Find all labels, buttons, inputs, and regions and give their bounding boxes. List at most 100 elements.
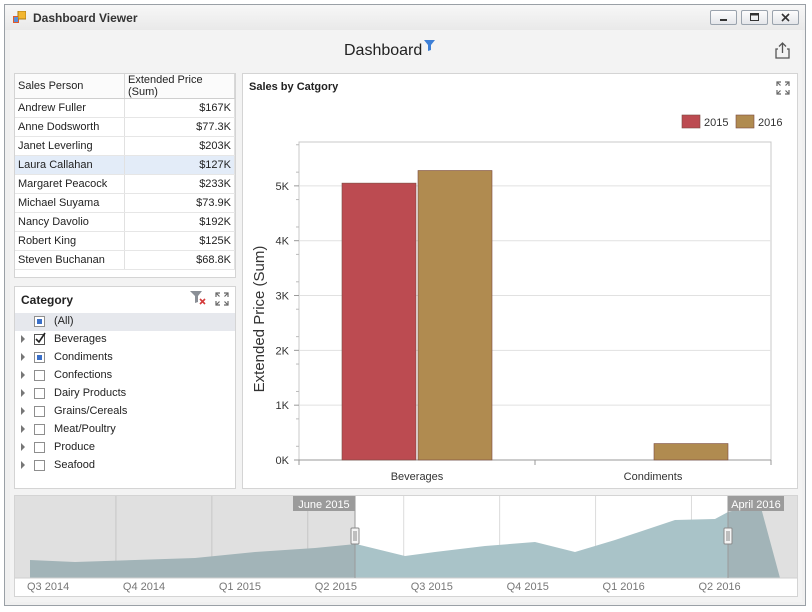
legend-label: 2016 bbox=[758, 117, 782, 129]
cell-sales-person: Michael Suyama bbox=[15, 193, 125, 213]
category-checkbox[interactable] bbox=[34, 406, 45, 417]
category-checkbox[interactable] bbox=[34, 370, 45, 381]
category-label: (All) bbox=[54, 315, 74, 327]
expand-arrow-icon[interactable] bbox=[21, 335, 25, 343]
expand-arrow-icon[interactable] bbox=[21, 389, 25, 397]
expand-arrow-icon[interactable] bbox=[21, 443, 25, 451]
category-item[interactable]: Produce bbox=[15, 439, 235, 457]
category-item[interactable]: Grains/Cereals bbox=[15, 403, 235, 421]
category-checkbox[interactable] bbox=[34, 424, 45, 435]
date-range-filter[interactable]: Q3 2014 Q4 2014 Q1 2015 Q2 2015 Q3 2015 Q4 20… bbox=[15, 496, 797, 596]
quarter-label: Q1 2016 bbox=[603, 581, 645, 593]
category-item[interactable]: Dairy Products bbox=[15, 385, 235, 403]
category-label: Produce bbox=[54, 441, 95, 453]
table-row[interactable]: Nancy Davolio $192K bbox=[15, 212, 235, 232]
x-tick-label: Beverages bbox=[391, 471, 444, 483]
category-item[interactable]: Beverages bbox=[15, 331, 235, 349]
category-item[interactable]: (All) bbox=[15, 313, 235, 331]
export-icon[interactable] bbox=[774, 42, 792, 65]
category-label: Meat/Poultry bbox=[54, 423, 116, 435]
quarter-label: Q1 2015 bbox=[219, 581, 261, 593]
cell-sales-person: Andrew Fuller bbox=[15, 98, 125, 118]
bar-2015-beverages[interactable] bbox=[341, 182, 417, 461]
column-header-sales-person[interactable]: Sales Person bbox=[15, 74, 125, 99]
minimize-icon bbox=[720, 19, 727, 21]
category-checkbox[interactable] bbox=[34, 442, 45, 453]
maximize-icon bbox=[750, 13, 759, 21]
sales-person-grid: Sales Person Extended Price (Sum) Andrew… bbox=[15, 74, 235, 270]
table-row[interactable]: Margaret Peacock $233K bbox=[15, 174, 235, 194]
cell-extended-price: $203K bbox=[124, 136, 235, 156]
range-end-handle[interactable] bbox=[723, 527, 733, 545]
cell-sales-person: Steven Buchanan bbox=[15, 250, 125, 270]
cell-extended-price: $167K bbox=[124, 98, 235, 118]
expand-arrow-icon[interactable] bbox=[21, 371, 25, 379]
category-label: Confections bbox=[54, 369, 113, 381]
close-button[interactable] bbox=[772, 10, 799, 25]
bar-2016-condiments[interactable] bbox=[653, 443, 729, 461]
quarter-label: Q3 2015 bbox=[411, 581, 453, 593]
cell-sales-person: Robert King bbox=[15, 231, 125, 251]
bar-2016-beverages[interactable] bbox=[417, 170, 493, 461]
app-icon bbox=[13, 10, 27, 24]
category-label: Grains/Cereals bbox=[54, 405, 128, 417]
y-tick-label: 2K bbox=[276, 345, 290, 357]
category-item[interactable]: Seafood bbox=[15, 457, 235, 475]
cell-sales-person: Nancy Davolio bbox=[15, 212, 125, 232]
table-row[interactable]: Anne Dodsworth $77.3K bbox=[15, 117, 235, 137]
table-row[interactable]: Janet Leverling $203K bbox=[15, 136, 235, 156]
clear-filter-icon[interactable] bbox=[190, 291, 207, 311]
cell-extended-price: $233K bbox=[124, 174, 235, 194]
cell-extended-price: $125K bbox=[124, 231, 235, 251]
category-panel-title: Category bbox=[21, 293, 74, 307]
cell-sales-person: Laura Callahan bbox=[15, 155, 125, 175]
column-header-extended-price[interactable]: Extended Price (Sum) bbox=[124, 74, 235, 99]
category-label: Seafood bbox=[54, 459, 95, 471]
legend-swatch-2016 bbox=[735, 114, 755, 129]
range-end-label: April 2016 bbox=[731, 499, 781, 511]
category-item[interactable]: Meat/Poultry bbox=[15, 421, 235, 439]
table-row[interactable]: Laura Callahan $127K bbox=[15, 155, 235, 175]
range-start-label-bg bbox=[293, 496, 355, 511]
maximize-button[interactable] bbox=[741, 10, 768, 25]
minimize-button[interactable] bbox=[710, 10, 737, 25]
quarter-label: Q3 2014 bbox=[27, 581, 69, 593]
grid-header-row: Sales Person Extended Price (Sum) bbox=[15, 74, 235, 99]
cell-sales-person: Margaret Peacock bbox=[15, 174, 125, 194]
range-start-handle[interactable] bbox=[350, 527, 360, 545]
sales-by-category-chart[interactable]: 0K 1K 2K 3K 4K 5K Extended Price (Sum) Beverage… bbox=[242, 100, 797, 488]
expand-arrow-icon[interactable] bbox=[21, 461, 25, 469]
expand-arrow-icon[interactable] bbox=[21, 407, 25, 415]
category-checkbox[interactable] bbox=[34, 460, 45, 471]
category-item[interactable]: Condiments bbox=[15, 349, 235, 367]
table-row[interactable]: Michael Suyama $73.9K bbox=[15, 193, 235, 213]
maximize-panel-icon[interactable] bbox=[215, 292, 229, 311]
category-checkbox[interactable] bbox=[34, 388, 45, 399]
range-start-label: June 2015 bbox=[298, 499, 349, 511]
cell-extended-price: $73.9K bbox=[124, 193, 235, 213]
filter-icon[interactable] bbox=[424, 39, 436, 57]
range-end-label-bg bbox=[728, 496, 784, 511]
expand-arrow-icon[interactable] bbox=[21, 425, 25, 433]
window-title: Dashboard Viewer bbox=[33, 11, 138, 25]
category-item[interactable]: Confections bbox=[15, 367, 235, 385]
legend-swatch-2015 bbox=[681, 114, 701, 129]
close-icon bbox=[781, 13, 790, 22]
y-tick-label: 5K bbox=[276, 181, 290, 193]
expand-arrow-icon[interactable] bbox=[21, 353, 25, 361]
category-checkbox[interactable] bbox=[34, 352, 45, 363]
table-row[interactable]: Andrew Fuller $167K bbox=[15, 98, 235, 118]
cell-extended-price: $127K bbox=[124, 155, 235, 175]
y-tick-label: 0K bbox=[276, 455, 290, 467]
maximize-chart-icon[interactable] bbox=[776, 81, 790, 100]
table-row[interactable]: Steven Buchanan $68.8K bbox=[15, 250, 235, 270]
category-checkbox[interactable] bbox=[34, 316, 45, 327]
title-bar[interactable] bbox=[5, 5, 805, 30]
table-row[interactable]: Robert King $125K bbox=[15, 231, 235, 251]
cell-sales-person: Janet Leverling bbox=[15, 136, 125, 156]
y-tick-label: 4K bbox=[276, 236, 290, 248]
category-checkbox[interactable] bbox=[34, 332, 46, 345]
y-axis-title: Extended Price (Sum) bbox=[251, 246, 268, 393]
quarter-label: Q4 2014 bbox=[123, 581, 165, 593]
y-tick-label: 3K bbox=[276, 291, 290, 303]
